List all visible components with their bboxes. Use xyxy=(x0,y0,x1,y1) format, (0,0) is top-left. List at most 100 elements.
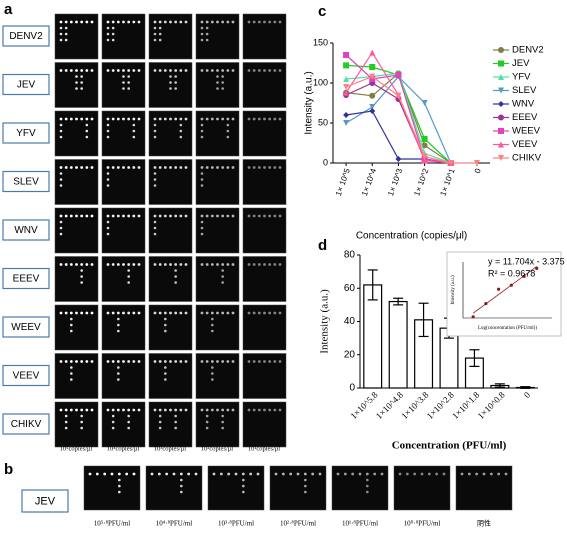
dot xyxy=(106,408,110,412)
dot xyxy=(247,311,251,315)
dot xyxy=(268,360,272,363)
dot xyxy=(172,472,176,476)
dot xyxy=(106,360,110,363)
dot xyxy=(59,20,63,24)
row-label-box xyxy=(2,73,50,96)
dot xyxy=(211,372,214,375)
dot xyxy=(122,360,125,363)
dot xyxy=(231,360,235,363)
dot xyxy=(210,360,214,363)
dot xyxy=(153,117,157,121)
dot xyxy=(59,117,63,121)
dot xyxy=(153,129,157,133)
y-axis-label: Intensity (a.u.) xyxy=(304,71,315,134)
dot xyxy=(257,360,261,363)
dot xyxy=(111,214,115,218)
dot xyxy=(221,20,225,24)
dot xyxy=(163,69,167,72)
dot xyxy=(117,378,120,381)
dot xyxy=(59,166,63,169)
dot xyxy=(435,472,439,476)
dot xyxy=(174,426,177,430)
marker xyxy=(395,92,402,99)
dot xyxy=(64,360,68,363)
dot xyxy=(221,275,224,278)
marker xyxy=(369,73,376,80)
column-label: 10¹·⁸PFU/ml xyxy=(342,520,378,528)
dot xyxy=(169,69,172,72)
legend-marker xyxy=(498,141,504,148)
dot xyxy=(169,75,172,78)
dot xyxy=(64,263,68,266)
dot xyxy=(184,69,188,72)
dot xyxy=(59,263,63,266)
dot xyxy=(165,472,169,476)
dot xyxy=(117,472,121,476)
dot xyxy=(179,214,183,218)
dot xyxy=(242,478,245,482)
dot xyxy=(210,408,214,412)
dot xyxy=(64,414,68,418)
dot xyxy=(64,311,68,315)
dot xyxy=(200,20,204,24)
dot xyxy=(231,166,235,169)
dot xyxy=(111,69,115,72)
dot xyxy=(221,87,224,90)
dot xyxy=(263,20,266,24)
dot xyxy=(174,420,177,424)
dot xyxy=(163,214,167,218)
dot xyxy=(116,263,120,266)
dot xyxy=(263,214,266,218)
dot xyxy=(257,20,261,24)
dot xyxy=(75,20,78,24)
dot xyxy=(256,472,260,476)
dot xyxy=(116,20,120,24)
dot xyxy=(153,311,157,315)
row-label-box xyxy=(2,364,50,387)
error-bar xyxy=(393,297,404,306)
dot xyxy=(164,372,167,375)
dot xyxy=(64,117,68,121)
dot xyxy=(90,166,94,169)
dot xyxy=(111,166,115,169)
dot xyxy=(80,311,84,315)
dot xyxy=(69,166,73,169)
dot xyxy=(127,263,131,266)
dot xyxy=(231,117,235,121)
dot xyxy=(70,378,73,381)
dot xyxy=(117,329,120,333)
dot xyxy=(221,360,225,363)
dot xyxy=(132,472,136,476)
dot xyxy=(184,263,188,266)
dot xyxy=(75,214,78,218)
dot xyxy=(106,129,110,133)
dot xyxy=(200,232,204,236)
dot xyxy=(304,478,307,482)
dot xyxy=(85,311,89,315)
x-axis-label: Concentration (copies/μl) xyxy=(356,231,467,242)
dot xyxy=(158,426,162,430)
dot xyxy=(174,269,177,272)
dot xyxy=(268,166,272,169)
series-line xyxy=(345,51,451,164)
dot xyxy=(278,408,282,412)
dot xyxy=(174,166,178,169)
dot xyxy=(210,214,214,218)
dot xyxy=(169,214,172,218)
dot xyxy=(117,323,120,327)
dot xyxy=(163,166,167,169)
dot xyxy=(117,317,120,321)
dot xyxy=(64,26,68,30)
dot xyxy=(117,366,120,369)
dot xyxy=(216,360,219,363)
dot xyxy=(216,166,219,169)
dot xyxy=(211,317,214,321)
dot xyxy=(122,311,125,315)
dot xyxy=(263,166,266,169)
dot xyxy=(216,75,219,78)
x-tick-label: 0 xyxy=(473,167,483,175)
legend-label: JEV xyxy=(512,58,530,69)
dot xyxy=(231,263,235,266)
dot xyxy=(180,490,183,494)
dot xyxy=(64,214,68,218)
